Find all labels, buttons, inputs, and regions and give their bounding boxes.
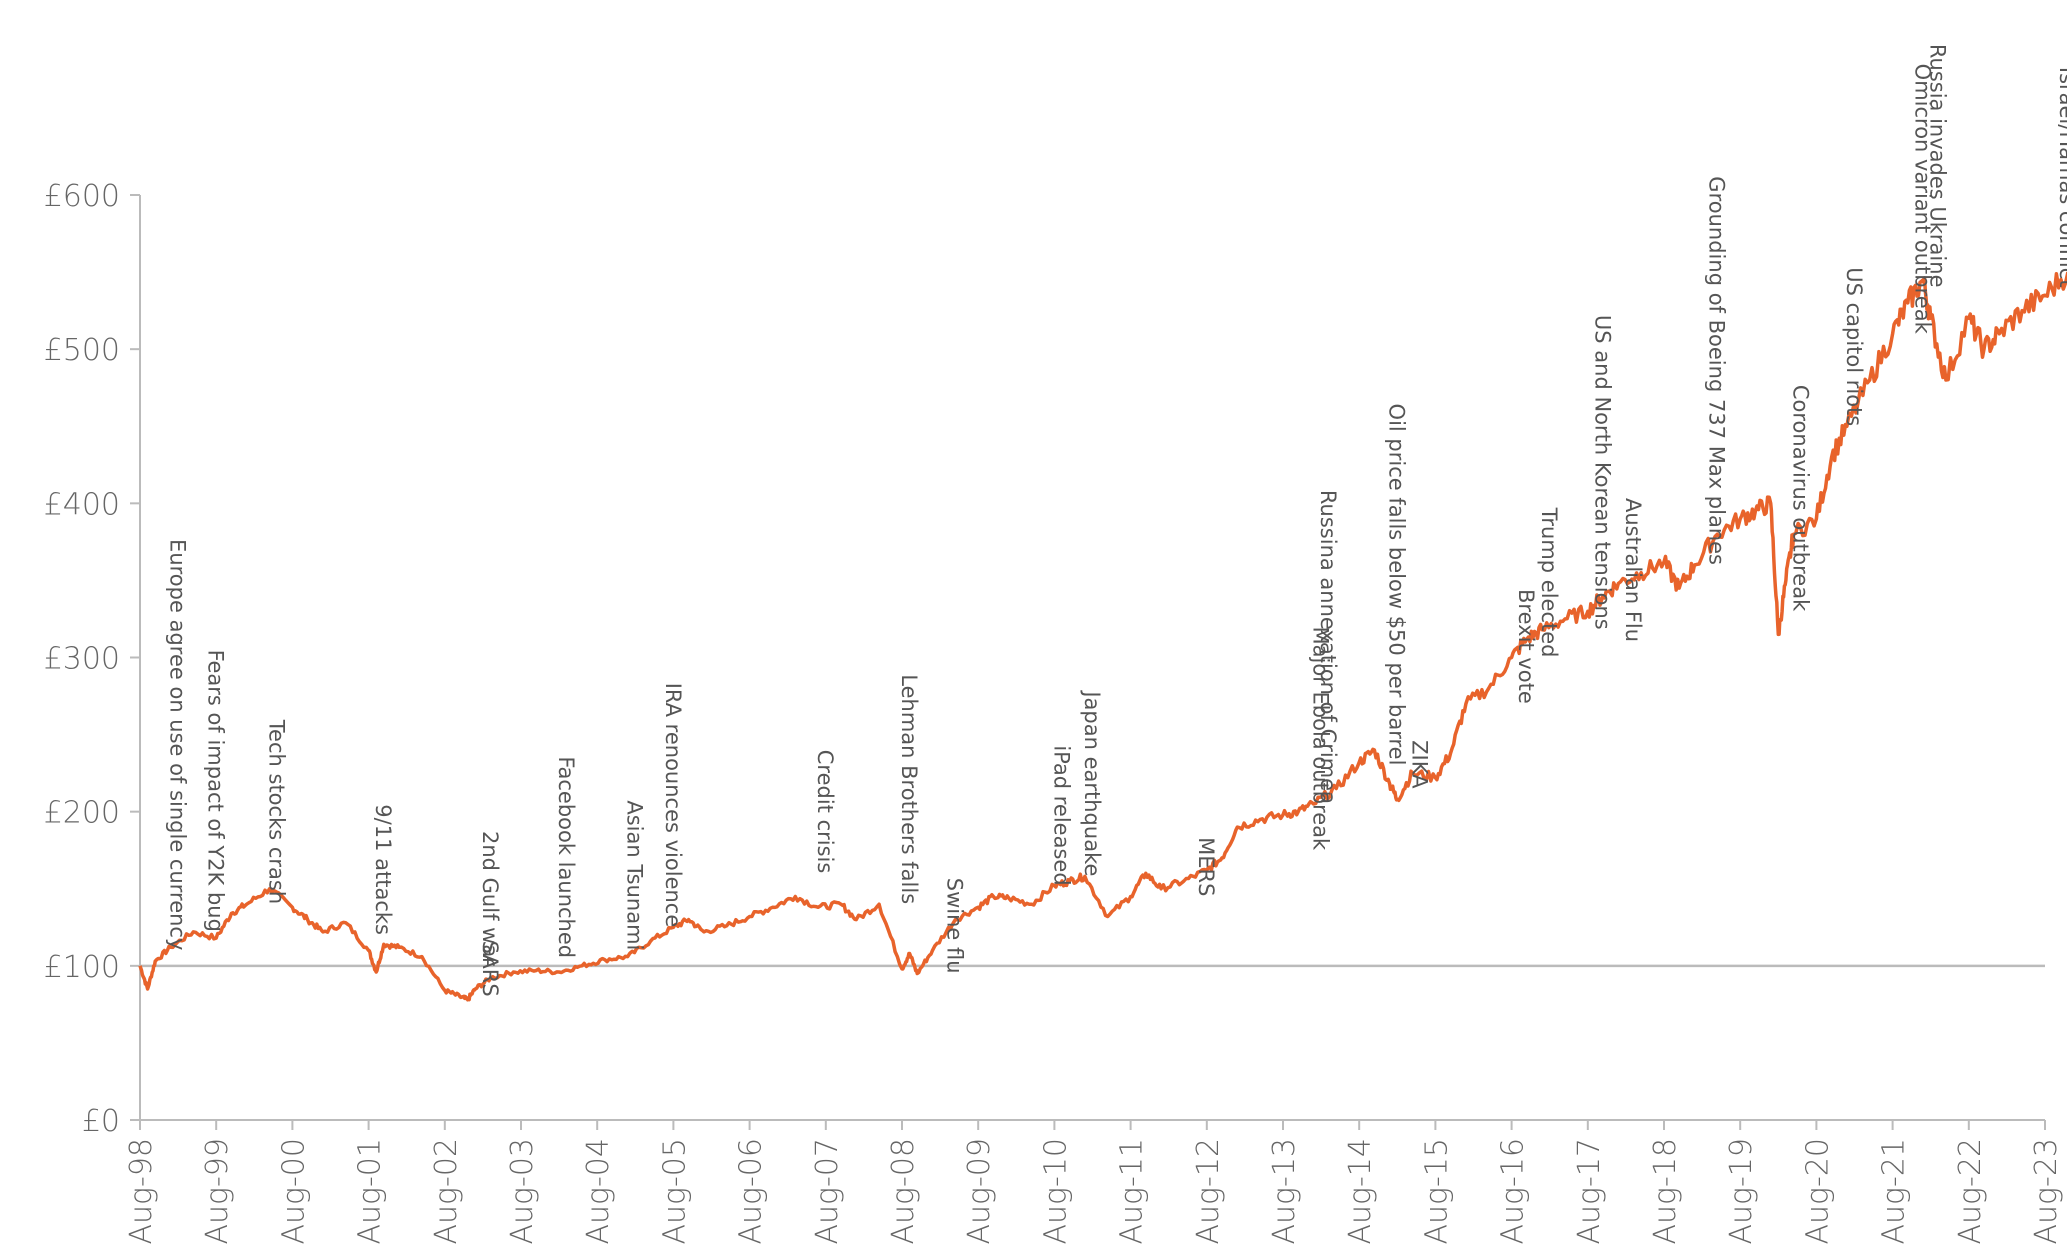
x-tick-label: Aug-15	[1419, 1138, 1454, 1245]
annotation-label: Swine flu	[943, 878, 967, 974]
annotation-label: Credit crisis	[813, 750, 837, 874]
x-tick-label: Aug-21	[1877, 1138, 1912, 1245]
annotation-label: Facebook launched	[554, 756, 578, 958]
x-tick-label: Aug-03	[505, 1138, 540, 1245]
x-tick-label: Aug-09	[962, 1138, 997, 1245]
annotation-label: ZIKA	[1408, 740, 1432, 789]
x-tick-label: Aug-14	[1343, 1138, 1378, 1245]
x-tick-label: Aug-08	[886, 1138, 921, 1245]
x-tick-label: Aug-10	[1038, 1138, 1073, 1245]
x-tick-label: Aug-04	[581, 1138, 616, 1245]
annotation-label: Trump elected	[1537, 507, 1561, 658]
annotation-label: Japan earthquake	[1080, 689, 1104, 876]
annotation-label: Lehman Brothers falls	[897, 674, 921, 904]
annotation-label: SARS	[478, 941, 502, 997]
annotation-label: iPad released	[1049, 745, 1073, 885]
y-tick-label: £600	[44, 179, 120, 214]
x-tick-label: Aug-98	[124, 1138, 159, 1245]
x-tick-label: Aug-11	[1115, 1138, 1150, 1245]
x-tick-label: Aug-18	[1648, 1138, 1683, 1245]
x-tick-label: Aug-06	[734, 1138, 769, 1245]
annotation-label: Russia invades Ukraine	[1926, 44, 1950, 288]
y-tick-label: £500	[44, 333, 120, 368]
annotation-label: Fears of impact of Y2K bug	[204, 650, 228, 932]
x-tick-label: Aug-13	[1267, 1138, 1302, 1245]
y-tick-label: £400	[44, 487, 120, 522]
x-tick-label: Aug-12	[1191, 1138, 1226, 1245]
annotation-label: US and North Korean tensions	[1590, 315, 1614, 630]
annotation-label: Israel/Hamas conflict	[2055, 67, 2067, 288]
annotation-label: Europe agree on use of single currency	[165, 539, 189, 950]
x-tick-label: Aug-01	[353, 1138, 388, 1245]
annotation-label: Russina annexation of Crimea	[1316, 490, 1340, 804]
y-tick-label: £0	[82, 1104, 120, 1139]
y-tick-label: £300	[44, 642, 120, 677]
x-tick-label: Aug-00	[276, 1138, 311, 1245]
x-tick-label: Aug-99	[200, 1138, 235, 1245]
series-line	[138, 271, 2067, 1002]
annotation-label: 9/11 attacks	[371, 804, 395, 935]
y-tick-label: £200	[44, 796, 120, 831]
annotation-group: Europe agree on use of single currency Fe…	[165, 44, 2067, 997]
x-tick-label: Aug-19	[1724, 1138, 1759, 1245]
annotation-label: Oil price falls below $50 per barrel	[1385, 404, 1409, 766]
annotation-label: Asian Tsunami	[623, 800, 647, 950]
annotation-label: Major Ebola outbreak	[1308, 627, 1332, 851]
annotation-label: Brexit vote	[1514, 589, 1538, 704]
annotation-label: Australian Flu	[1621, 498, 1645, 642]
y-axis: £0 £100 £200 £300 £400 £500 £600	[44, 179, 141, 1139]
series-group	[138, 271, 2067, 1002]
x-tick-label: Aug-23	[2029, 1138, 2064, 1245]
x-tick-label: Aug-16	[1496, 1138, 1531, 1245]
annotation-label: Coronavirus outbreak	[1789, 385, 1813, 612]
y-tick-label: £100	[44, 950, 120, 985]
annotation-label: IRA renounces violence	[661, 683, 685, 928]
x-tick-label: Aug-07	[810, 1138, 845, 1245]
x-tick-label: Aug-02	[429, 1138, 464, 1245]
x-tick-label: Aug-05	[657, 1138, 692, 1245]
annotation-label: US capitol riots	[1842, 267, 1866, 426]
annotation-label: 2nd Gulf war	[478, 831, 502, 966]
x-tick-label: Aug-17	[1572, 1138, 1607, 1245]
annotation-label: Grounding of Boeing 737 Max planes	[1705, 176, 1729, 565]
annotation-label: Tech stocks crash	[265, 719, 289, 904]
annotation-label: MERS	[1194, 837, 1218, 896]
annotation-label: Omicron variant outbreak	[1910, 64, 1934, 335]
x-tick-label: Aug-22	[1953, 1138, 1988, 1245]
x-tick-label: Aug-20	[1800, 1138, 1835, 1245]
x-axis: Aug-98 Aug-99 Aug-00 Aug-01 Aug-02 Aug-03 Aug-…	[124, 1119, 2064, 1245]
